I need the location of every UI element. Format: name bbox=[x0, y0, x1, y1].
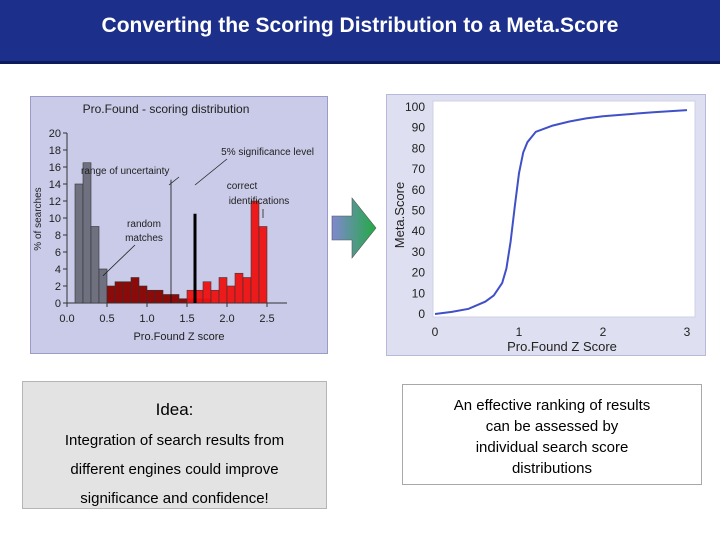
histogram-x-tick-label: 2.5 bbox=[259, 313, 274, 325]
annotation-correct: identifications bbox=[229, 196, 290, 207]
annotation-significance: 5% significance level bbox=[221, 147, 314, 158]
effective-line: can be assessed by bbox=[485, 418, 619, 435]
annotation-random: matches bbox=[125, 233, 163, 244]
annotation-random-pointer bbox=[102, 244, 136, 277]
annotation-uncertainty-pointer bbox=[168, 176, 180, 186]
histogram-bar bbox=[154, 289, 164, 304]
annotation-correct: correct bbox=[227, 181, 258, 192]
metascore-y-tick-label: 60 bbox=[412, 183, 426, 197]
histogram-title: Pro.Found - scoring distribution bbox=[83, 102, 250, 116]
metascore-x-tick-label: 3 bbox=[684, 325, 691, 339]
histogram-bar bbox=[98, 268, 108, 304]
histogram-bar bbox=[114, 281, 124, 304]
metascore-y-tick-label: 50 bbox=[412, 204, 426, 218]
histogram-bar bbox=[130, 277, 140, 304]
annotation-random: random bbox=[127, 219, 161, 230]
metascore-y-tick-label: 40 bbox=[412, 224, 426, 238]
histogram-bar bbox=[90, 226, 100, 304]
histogram-bar bbox=[74, 183, 84, 304]
histogram-y-tick-label: 18 bbox=[49, 145, 61, 157]
metascore-x-tick-label: 1 bbox=[516, 325, 523, 339]
idea-title: Idea: bbox=[155, 400, 194, 419]
histogram-y-tick-label: 16 bbox=[49, 162, 61, 174]
effective-line: individual search score bbox=[475, 439, 629, 456]
annotation-significance-pointer bbox=[194, 158, 228, 186]
metascore-svg: Meta.Score Pro.Found Z Score 01020304050… bbox=[392, 100, 696, 354]
title-bar: Converting the Scoring Distribution to a… bbox=[0, 0, 720, 64]
histogram-y-tick-label: 0 bbox=[55, 298, 61, 310]
slide-title: Converting the Scoring Distribution to a… bbox=[101, 14, 619, 37]
histogram-bar bbox=[250, 200, 260, 304]
metascore-x-tick-label: 2 bbox=[600, 325, 607, 339]
metascore-x-tick-label: 0 bbox=[432, 325, 439, 339]
histogram-svg: Pro.Found - scoring distribution % of se… bbox=[33, 102, 314, 343]
effective-line: distributions bbox=[511, 460, 593, 477]
metascore-y-tick-label: 20 bbox=[412, 266, 426, 280]
scoring-distribution-chart: Pro.Found - scoring distribution % of se… bbox=[30, 96, 328, 354]
metascore-y-tick-label: 70 bbox=[412, 162, 426, 176]
histogram-bar bbox=[146, 289, 156, 304]
histogram-x-tick-label: 1.0 bbox=[139, 313, 154, 325]
histogram-x-tick-label: 2.0 bbox=[219, 313, 234, 325]
effective-ranking-box: An effective ranking of results can be a… bbox=[402, 384, 702, 485]
metascore-y-tick-label: 0 bbox=[418, 307, 425, 321]
histogram-xlabel: Pro.Found Z score bbox=[133, 331, 224, 343]
idea-box: Idea: Integration of search results from… bbox=[22, 381, 327, 509]
histogram-y-tick-label: 10 bbox=[49, 213, 61, 225]
histogram-bar bbox=[82, 162, 92, 304]
metascore-xlabel: Pro.Found Z Score bbox=[507, 339, 617, 354]
metascore-ylabel: Meta.Score bbox=[392, 182, 407, 248]
histogram-x-tick-label: 0.5 bbox=[99, 313, 114, 325]
histogram-bar bbox=[210, 289, 220, 304]
histogram-x-tick-label: 0.0 bbox=[59, 313, 74, 325]
histogram-bar bbox=[234, 272, 244, 304]
histogram-bar bbox=[170, 294, 180, 304]
metascore-y-tick-label: 100 bbox=[405, 100, 425, 114]
annotation-uncertainty: range of uncertainty bbox=[81, 166, 169, 177]
idea-line: Integration of search results from bbox=[64, 432, 285, 449]
metascore-y-tick-label: 10 bbox=[412, 286, 426, 300]
histogram-bar bbox=[202, 281, 212, 304]
idea-body: Integration of search results from diffe… bbox=[23, 426, 326, 513]
histogram-y-tick-label: 2 bbox=[55, 281, 61, 293]
histogram-y-tick-label: 12 bbox=[49, 196, 61, 208]
histogram-y-tick-label: 8 bbox=[55, 230, 61, 242]
histogram-y-tick-label: 14 bbox=[49, 179, 61, 191]
histogram-bar bbox=[226, 285, 236, 304]
histogram-bar bbox=[138, 285, 148, 304]
histogram-bar bbox=[122, 281, 132, 304]
idea-line: significance and confidence! bbox=[80, 490, 269, 507]
metascore-y-tick-label: 90 bbox=[412, 121, 426, 135]
histogram-bar bbox=[258, 226, 268, 304]
effective-line: An effective ranking of results bbox=[453, 397, 651, 414]
metascore-y-tick-label: 80 bbox=[412, 141, 426, 155]
idea-line: different engines could improve bbox=[70, 461, 279, 478]
histogram-y-tick-label: 6 bbox=[55, 247, 61, 259]
metascore-chart: Meta.Score Pro.Found Z Score 0 10 20 30 40 50… bbox=[386, 94, 706, 356]
histogram-y-tick-label: 20 bbox=[49, 128, 61, 140]
histogram-x-tick-label: 1.5 bbox=[179, 313, 194, 325]
histogram-bar bbox=[106, 285, 116, 304]
histogram-bar bbox=[242, 277, 252, 304]
histogram-y-tick-label: 4 bbox=[55, 264, 61, 276]
histogram-bar bbox=[162, 294, 172, 304]
histogram-bar bbox=[218, 277, 228, 304]
metascore-curve bbox=[434, 109, 688, 315]
right-arrow-icon bbox=[331, 197, 377, 259]
histogram-ylabel: % of searches bbox=[33, 187, 44, 250]
metascore-y-tick-label: 30 bbox=[412, 245, 426, 259]
histogram-bar bbox=[178, 298, 188, 304]
